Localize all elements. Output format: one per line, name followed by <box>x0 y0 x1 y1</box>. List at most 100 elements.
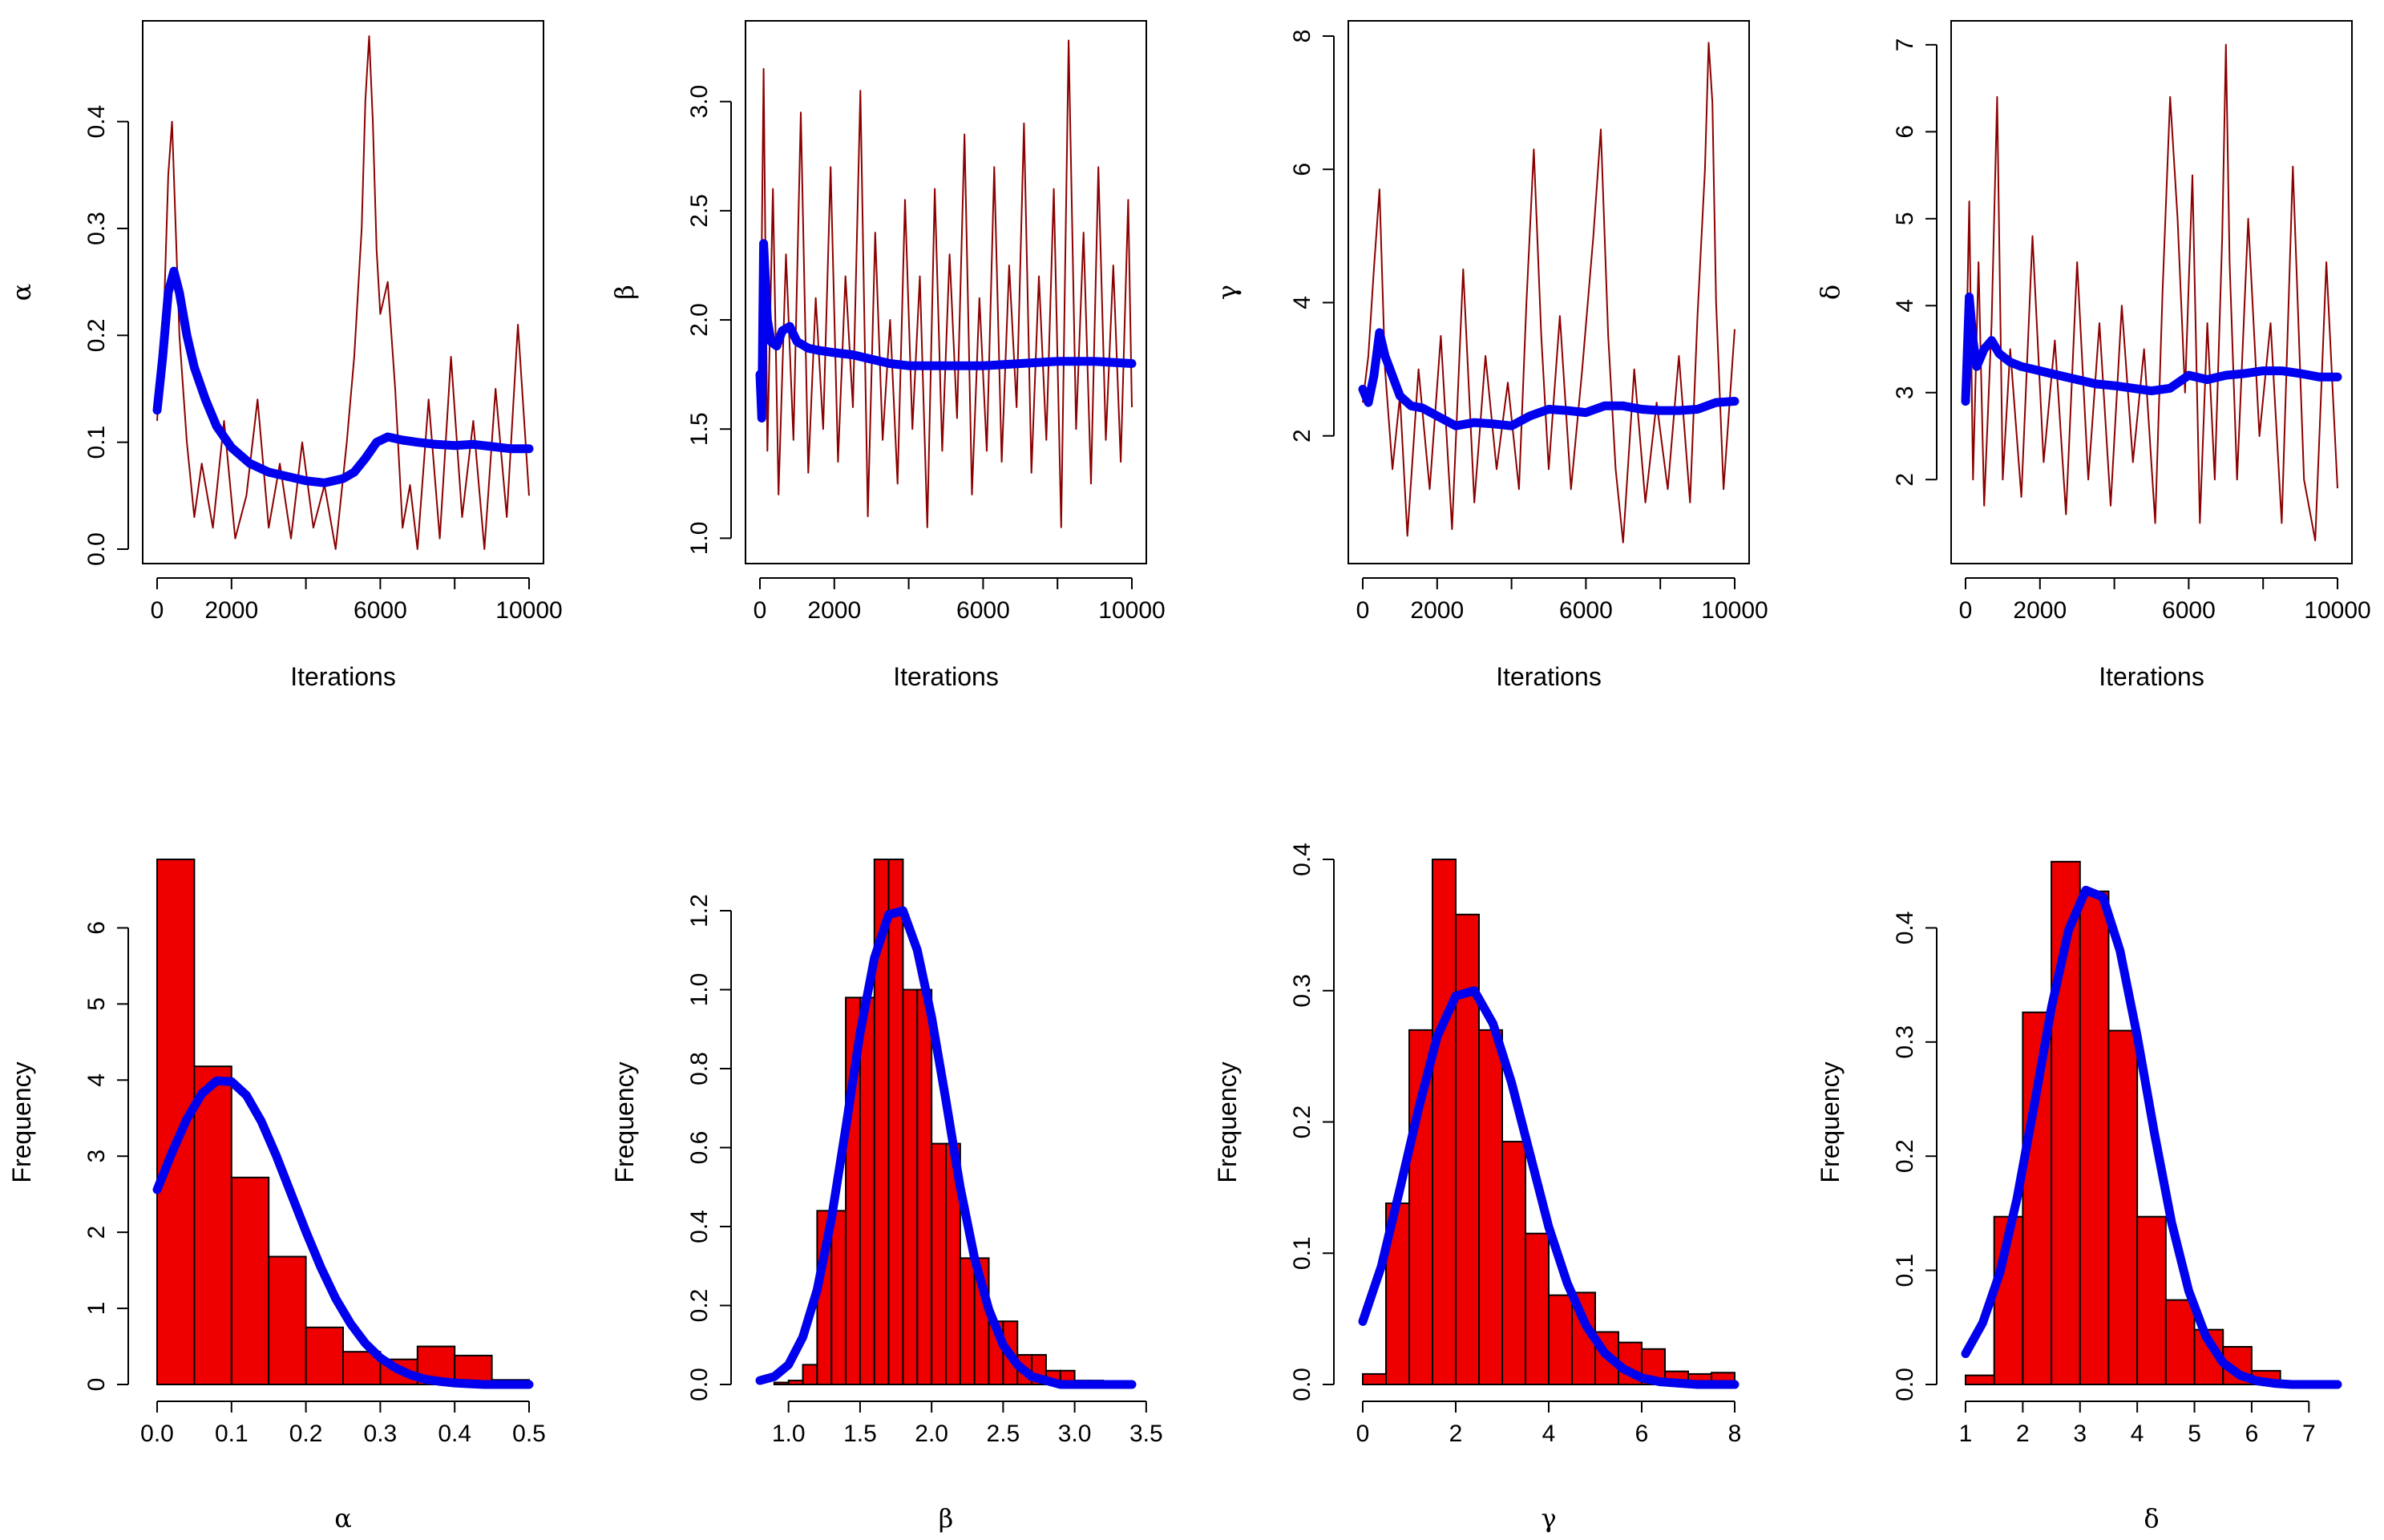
density-curve <box>1961 885 2342 1389</box>
y-tick-label: 0.2 <box>1892 1139 1918 1173</box>
density-curve <box>755 906 1137 1389</box>
histogram-bar <box>230 1176 270 1386</box>
y-tick-label: 2.0 <box>686 303 713 337</box>
x-axis-label: Iterations <box>2099 662 2204 691</box>
x-axis-label: Iterations <box>1496 662 1602 691</box>
y-tick-label: 0.3 <box>1892 1025 1918 1059</box>
x-tick-label: 3 <box>2073 1421 2087 1447</box>
mcmc-trace-line <box>759 39 1133 528</box>
x-tick-label: 10000 <box>1098 597 1165 624</box>
x-tick-label: 1 <box>1959 1421 1973 1447</box>
y-tick-label: 0.3 <box>83 212 110 245</box>
y-tick-label: 0.4 <box>1289 843 1315 876</box>
y-axis-label: γ <box>1212 285 1243 300</box>
x-tick-label: 1.0 <box>772 1421 806 1447</box>
x-tick-label: 6 <box>2245 1421 2259 1447</box>
x-axis-label: Iterations <box>893 662 999 691</box>
y-axis-label: Frequency <box>1816 1061 1845 1182</box>
histogram-bar <box>1501 1141 1526 1385</box>
x-tick-label: 5 <box>2188 1421 2201 1447</box>
x-tick-label: 2000 <box>2013 597 2067 624</box>
x-tick-label: 3.5 <box>1129 1421 1163 1447</box>
y-tick-label: 0.0 <box>1892 1368 1918 1401</box>
x-tick-label: 3.0 <box>1058 1421 1092 1447</box>
y-tick-label: 0.0 <box>1289 1368 1315 1401</box>
y-tick-label: 1.0 <box>686 973 713 1007</box>
y-axis-label: Frequency <box>610 1061 639 1182</box>
y-tick-label: 0.6 <box>686 1131 713 1165</box>
y-axis-label: δ <box>1815 285 1845 300</box>
histogram-bar <box>2079 890 2110 1385</box>
histogram-bar <box>902 988 919 1385</box>
histogram-bar <box>2136 1215 2167 1386</box>
y-tick-label: 0.2 <box>83 318 110 352</box>
histogram-bar <box>342 1351 382 1385</box>
hist-panel-2: 1.0 1.5 2.0 2.5 3.0 3.5 0.0 0.2 0.4 0.6 0.8 1.0 1.2 β… <box>610 859 1163 1534</box>
histogram-bar <box>1548 1294 1573 1386</box>
x-tick-label: 0.2 <box>289 1421 323 1447</box>
x-tick-label: 6000 <box>956 597 1010 624</box>
y-tick-label: 6 <box>1289 163 1315 176</box>
y-tick-label: 0.4 <box>686 1210 713 1243</box>
y-tick-label: 3 <box>83 1150 110 1163</box>
histogram-bar <box>802 1364 818 1386</box>
x-tick-label: 0.1 <box>215 1421 249 1447</box>
plot-frame <box>1950 20 2353 564</box>
histogram-bar <box>787 1380 804 1386</box>
trace-panel-2: 0 2000 6000 10000 1.0 1.5 2.0 2.5 3.0 Iterations β <box>609 20 1166 691</box>
x-tick-label: 0 <box>151 597 164 624</box>
panel-grid: 0 2000 6000 100000.00.10.20.30.4Iterationsα… <box>6 20 2371 1534</box>
x-tick-label: 0 <box>1356 1421 1370 1447</box>
y-tick-label: 0.3 <box>1289 974 1315 1008</box>
y-tick-label: 0.2 <box>1289 1105 1315 1139</box>
y-tick-label: 3.0 <box>686 85 713 119</box>
y-tick-label: 1.5 <box>686 412 713 446</box>
density-curve <box>1358 986 1740 1389</box>
x-tick-label: 2 <box>2016 1421 2030 1447</box>
x-tick-label: 2000 <box>204 597 258 624</box>
histogram-bar <box>830 1210 847 1385</box>
y-tick-label: 0.2 <box>686 1289 713 1323</box>
x-tick-label: 6 <box>1635 1421 1649 1447</box>
y-tick-label: 6 <box>1892 125 1918 139</box>
x-axis-label: δ <box>2144 1503 2159 1534</box>
plot-frame <box>745 20 1147 564</box>
histogram-bar <box>931 1142 947 1385</box>
histogram-bar <box>1408 1029 1433 1385</box>
y-axis-label: α <box>6 284 37 301</box>
y-axis-label: Frequency <box>1213 1061 1242 1182</box>
trace-panel-4: 0 2000 6000 10000 2 3 4 5 6 7 Iterations δ <box>1815 20 2371 691</box>
histogram-bar <box>1965 1374 1995 1385</box>
histogram-bar <box>1478 1029 1503 1385</box>
x-tick-label: 0 <box>1356 597 1370 624</box>
x-tick-label: 6000 <box>1559 597 1613 624</box>
histogram-bar <box>2164 1299 2196 1386</box>
x-tick-label: 0.3 <box>364 1421 398 1447</box>
x-tick-label: 0 <box>754 597 767 624</box>
histogram-bar <box>1362 1372 1387 1386</box>
mcmc-trace-line <box>156 35 530 550</box>
x-tick-label: 10000 <box>1701 597 1768 624</box>
plot-frame <box>142 20 544 564</box>
y-tick-label: 4 <box>83 1073 110 1087</box>
histogram-bar <box>887 859 904 1385</box>
y-tick-label: 1.2 <box>686 894 713 928</box>
histogram-bar <box>916 988 933 1385</box>
x-tick-label: 0.0 <box>140 1421 174 1447</box>
x-tick-label: 7 <box>2302 1421 2316 1447</box>
x-tick-label: 10000 <box>2304 597 2370 624</box>
y-tick-label: 4 <box>1892 299 1918 313</box>
y-tick-label: 1 <box>83 1302 110 1316</box>
y-tick-label: 0.1 <box>83 426 110 459</box>
y-tick-label: 2 <box>83 1226 110 1239</box>
trace-panel-1: 0 2000 6000 10000 0.0 0.1 0.2 0.3 0.4 Iterations α <box>6 20 563 691</box>
trace-panel-3: 0 2000 6000 10000 2 4 6 8 Iterations γ <box>1212 20 1768 691</box>
x-axis-label: Iterations <box>290 662 396 691</box>
y-tick-label: 0.4 <box>1892 911 1918 945</box>
x-tick-label: 0 <box>1959 597 1973 624</box>
y-axis-label: Frequency <box>7 1061 36 1182</box>
y-tick-label: 5 <box>1892 212 1918 225</box>
y-tick-label: 3 <box>1892 386 1918 399</box>
histogram-bar <box>1432 859 1457 1385</box>
